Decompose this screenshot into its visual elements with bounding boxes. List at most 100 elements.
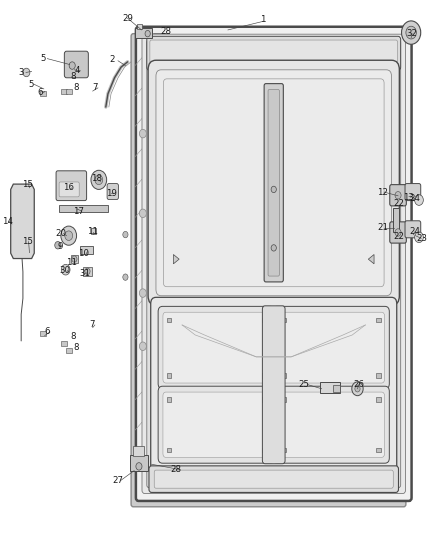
Text: 12: 12 — [377, 188, 388, 197]
Bar — [281, 374, 286, 378]
Bar — [376, 318, 381, 322]
Text: 15: 15 — [22, 237, 33, 246]
FancyBboxPatch shape — [149, 466, 399, 492]
Text: 8: 8 — [74, 343, 79, 352]
Text: 23: 23 — [417, 234, 427, 243]
Text: 8: 8 — [71, 71, 76, 80]
Bar — [130, 455, 148, 471]
Circle shape — [61, 226, 77, 245]
Circle shape — [61, 264, 70, 275]
Bar — [61, 89, 67, 94]
Bar — [281, 398, 286, 402]
FancyBboxPatch shape — [405, 183, 421, 200]
Text: 8: 8 — [74, 83, 79, 92]
Bar — [81, 246, 93, 254]
FancyBboxPatch shape — [272, 306, 389, 389]
Text: 16: 16 — [63, 183, 74, 192]
Text: 24: 24 — [409, 194, 420, 203]
FancyBboxPatch shape — [277, 312, 385, 383]
Text: 3: 3 — [18, 68, 24, 77]
FancyBboxPatch shape — [56, 171, 87, 200]
Text: 21: 21 — [377, 223, 388, 232]
Bar — [66, 349, 72, 353]
FancyBboxPatch shape — [131, 34, 406, 507]
Circle shape — [415, 232, 424, 243]
Circle shape — [123, 231, 128, 238]
Bar — [262, 398, 266, 402]
Circle shape — [415, 195, 424, 205]
Bar — [135, 28, 152, 38]
Bar — [376, 448, 381, 452]
Text: 30: 30 — [60, 266, 71, 275]
Circle shape — [355, 385, 360, 392]
Text: 15: 15 — [22, 180, 33, 189]
Text: 14: 14 — [2, 217, 13, 226]
Text: 7: 7 — [92, 83, 98, 92]
Text: 28: 28 — [160, 27, 172, 36]
FancyBboxPatch shape — [405, 221, 421, 238]
Text: 11: 11 — [87, 228, 98, 237]
Circle shape — [85, 268, 90, 274]
Text: 26: 26 — [353, 380, 364, 389]
Text: 11: 11 — [66, 258, 77, 266]
FancyBboxPatch shape — [150, 40, 398, 67]
Text: 22: 22 — [393, 199, 404, 208]
Circle shape — [23, 68, 30, 77]
FancyBboxPatch shape — [151, 297, 397, 472]
Text: 24: 24 — [409, 228, 420, 237]
Bar — [376, 374, 381, 378]
Text: 10: 10 — [78, 249, 89, 259]
FancyBboxPatch shape — [147, 36, 401, 70]
Text: 4: 4 — [75, 67, 80, 75]
Circle shape — [139, 130, 146, 138]
Text: 1: 1 — [260, 15, 265, 24]
FancyBboxPatch shape — [147, 40, 401, 488]
Circle shape — [69, 62, 75, 69]
Circle shape — [145, 30, 150, 37]
FancyBboxPatch shape — [268, 90, 279, 276]
Text: 19: 19 — [106, 189, 117, 198]
FancyBboxPatch shape — [272, 386, 389, 463]
Bar — [262, 318, 266, 322]
Bar — [40, 331, 46, 336]
FancyBboxPatch shape — [148, 60, 399, 305]
Circle shape — [95, 175, 103, 184]
Text: 29: 29 — [122, 14, 133, 23]
Circle shape — [406, 26, 417, 39]
Bar — [167, 448, 171, 452]
Text: 8: 8 — [71, 332, 76, 341]
Circle shape — [139, 342, 146, 351]
Circle shape — [55, 241, 61, 249]
Text: 32: 32 — [406, 29, 417, 38]
FancyBboxPatch shape — [142, 34, 406, 494]
Text: 6: 6 — [44, 327, 49, 336]
Circle shape — [395, 191, 401, 199]
Bar — [281, 448, 286, 452]
Bar — [91, 228, 96, 233]
Text: 17: 17 — [73, 207, 84, 216]
Bar — [281, 318, 286, 322]
Text: 13: 13 — [403, 193, 414, 202]
Text: 7: 7 — [89, 320, 95, 329]
Bar — [333, 384, 339, 392]
Bar — [137, 24, 142, 29]
FancyBboxPatch shape — [163, 392, 270, 457]
Bar — [133, 446, 144, 456]
Polygon shape — [368, 254, 374, 264]
FancyBboxPatch shape — [264, 84, 283, 282]
Circle shape — [136, 463, 142, 470]
Circle shape — [352, 382, 363, 395]
Bar — [167, 318, 171, 322]
Polygon shape — [173, 254, 179, 264]
Polygon shape — [11, 184, 34, 259]
Bar — [59, 205, 108, 212]
Circle shape — [271, 186, 276, 192]
Circle shape — [395, 229, 401, 236]
Bar — [61, 342, 67, 346]
FancyBboxPatch shape — [262, 306, 285, 464]
Bar — [393, 208, 399, 232]
Bar — [262, 374, 266, 378]
FancyBboxPatch shape — [64, 51, 88, 78]
Text: 18: 18 — [91, 174, 102, 183]
Circle shape — [91, 170, 107, 189]
